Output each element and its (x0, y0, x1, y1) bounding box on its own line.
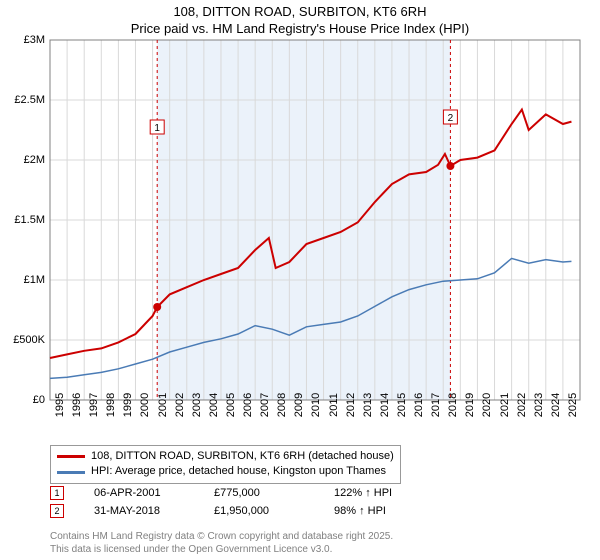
x-axis-label: 2018 (447, 393, 459, 417)
title-line-1: 108, DITTON ROAD, SURBITON, KT6 6RH (0, 4, 600, 21)
svg-text:2: 2 (448, 113, 454, 124)
sale-date: 31-MAY-2018 (94, 505, 184, 517)
title-line-2: Price paid vs. HM Land Registry's House … (0, 21, 600, 38)
legend-swatch (57, 455, 85, 458)
x-axis-label: 2017 (430, 393, 442, 417)
footer: Contains HM Land Registry data © Crown c… (50, 530, 393, 556)
legend-item: HPI: Average price, detached house, King… (57, 464, 394, 479)
x-axis-label: 2005 (225, 393, 237, 417)
x-axis-label: 2016 (413, 393, 425, 417)
x-axis-label: 2019 (464, 393, 476, 417)
sale-record-row: 2 31-MAY-2018 £1,950,000 98% ↑ HPI (50, 504, 386, 518)
y-axis-label: £1M (24, 274, 45, 286)
footer-line-2: This data is licensed under the Open Gov… (50, 543, 393, 556)
x-axis-label: 2023 (533, 393, 545, 417)
x-axis-label: 2000 (139, 393, 151, 417)
x-axis-label: 1999 (122, 393, 134, 417)
y-axis-label: £500K (13, 334, 45, 346)
x-axis-label: 1998 (105, 393, 117, 417)
x-axis-label: 2025 (567, 393, 579, 417)
y-axis-label: £1.5M (14, 214, 45, 226)
legend-label: HPI: Average price, detached house, King… (91, 464, 386, 479)
x-axis-label: 2001 (157, 393, 169, 417)
x-axis-label: 1997 (88, 393, 100, 417)
x-axis-label: 2008 (276, 393, 288, 417)
svg-text:1: 1 (154, 123, 160, 134)
x-axis-label: 2020 (481, 393, 493, 417)
x-axis-label: 2022 (516, 393, 528, 417)
legend-swatch (57, 471, 85, 474)
sale-delta: 122% ↑ HPI (334, 487, 392, 499)
y-axis-label: £2M (24, 154, 45, 166)
marker-id-box: 2 (50, 504, 64, 518)
y-axis-label: £3M (24, 34, 45, 46)
y-axis-label: £0 (33, 394, 45, 406)
y-axis-label: £2.5M (14, 94, 45, 106)
footer-line-1: Contains HM Land Registry data © Crown c… (50, 530, 393, 543)
x-axis-label: 2006 (242, 393, 254, 417)
x-axis-label: 1995 (54, 393, 66, 417)
x-axis-label: 2024 (550, 393, 562, 417)
legend-label: 108, DITTON ROAD, SURBITON, KT6 6RH (det… (91, 449, 394, 464)
legend: 108, DITTON ROAD, SURBITON, KT6 6RH (det… (50, 445, 401, 484)
x-axis-label: 2011 (328, 393, 340, 417)
x-axis-label: 2013 (362, 393, 374, 417)
marker-id-box: 1 (50, 486, 64, 500)
x-axis-label: 2012 (345, 393, 357, 417)
sale-record-row: 1 06-APR-2001 £775,000 122% ↑ HPI (50, 486, 392, 500)
sale-price: £775,000 (214, 487, 304, 499)
x-axis-label: 2004 (208, 393, 220, 417)
line-chart: 12 £0£500K£1M£1.5M£2M£2.5M£3M19951996199… (50, 40, 580, 400)
sale-delta: 98% ↑ HPI (334, 505, 386, 517)
x-axis-label: 2014 (379, 393, 391, 417)
sale-price: £1,950,000 (214, 505, 304, 517)
x-axis-label: 2002 (174, 393, 186, 417)
x-axis-label: 2003 (191, 393, 203, 417)
x-axis-label: 2009 (293, 393, 305, 417)
x-axis-label: 2010 (310, 393, 322, 417)
sale-date: 06-APR-2001 (94, 487, 184, 499)
legend-item: 108, DITTON ROAD, SURBITON, KT6 6RH (det… (57, 449, 394, 464)
x-axis-label: 2015 (396, 393, 408, 417)
x-axis-label: 2007 (259, 393, 271, 417)
x-axis-label: 1996 (71, 393, 83, 417)
chart-title: 108, DITTON ROAD, SURBITON, KT6 6RH Pric… (0, 0, 600, 38)
x-axis-label: 2021 (499, 393, 511, 417)
